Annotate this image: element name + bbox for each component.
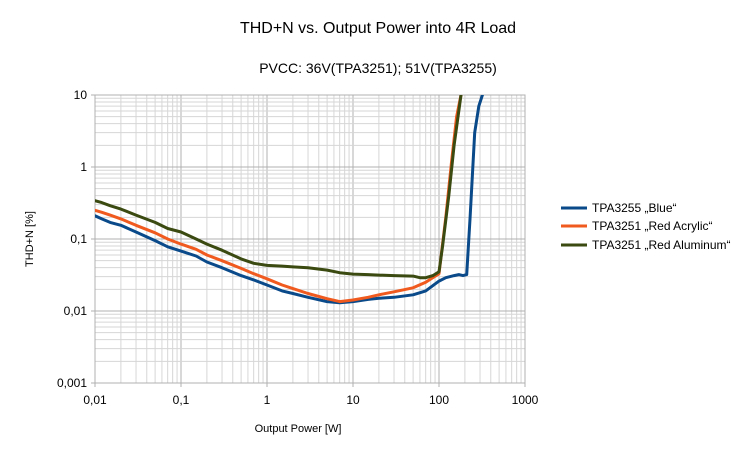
x-tick-label: 1 [264,393,271,407]
y-axis-label: THD+N [%] [24,211,36,267]
legend-label-2: TPA3251 „Red Acrylic“ [592,219,713,233]
y-tick-label: 0,001 [57,376,87,390]
x-tick-labels: 0,01 0,1 1 10 100 1000 [83,383,539,407]
y-tick-label: 0,1 [70,232,87,246]
series-lines [95,95,484,305]
chart-title: THD+N vs. Output Power into 4R Load [240,20,516,37]
legend: TPA3255 „Blue“ TPA3251 „Red Acrylic“ TPA32… [561,201,731,252]
legend-label-1: TPA3255 „Blue“ [592,201,677,215]
series-line-2 [95,95,463,304]
series-line-1 [95,95,484,305]
grid-lines [94,95,525,384]
y-tick-label: 1 [80,160,87,174]
x-tick-label: 1000 [512,393,539,407]
y-tick-label: 0,01 [64,304,88,318]
series-line-3 [95,95,463,280]
x-tick-label: 0,01 [83,393,107,407]
x-tick-label: 0,1 [173,393,190,407]
chart-subtitle: PVCC: 36V(TPA3251); 51V(TPA3255) [259,60,497,76]
legend-label-3: TPA3251 „Red Aluminum“ [592,238,731,252]
x-axis-label: Output Power [W] [255,423,342,435]
x-tick-label: 100 [429,393,449,407]
x-tick-label: 10 [346,393,360,407]
y-tick-labels: 10 1 0,1 0,01 0,001 [57,88,95,390]
y-tick-label: 10 [74,88,88,102]
